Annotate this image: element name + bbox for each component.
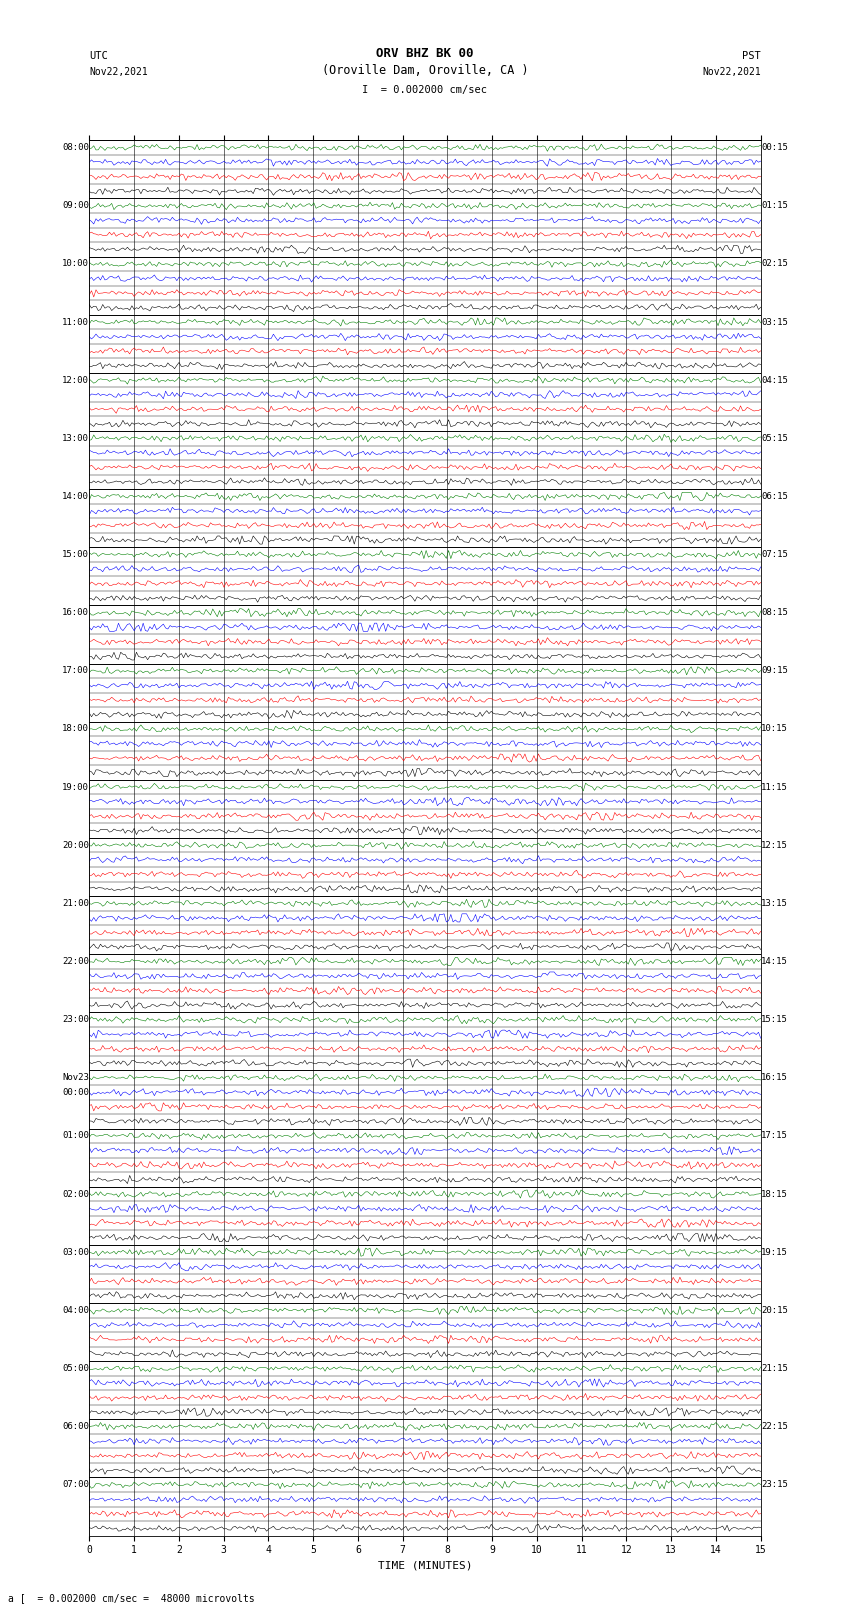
Text: 18:15: 18:15 <box>761 1189 788 1198</box>
Text: 16:15: 16:15 <box>761 1073 788 1082</box>
Text: 15:15: 15:15 <box>761 1015 788 1024</box>
Text: 01:00: 01:00 <box>62 1131 89 1140</box>
Text: 02:00: 02:00 <box>62 1189 89 1198</box>
Text: 11:00: 11:00 <box>62 318 89 326</box>
Text: Nov23: Nov23 <box>62 1073 89 1082</box>
Text: 03:15: 03:15 <box>761 318 788 326</box>
Text: 04:00: 04:00 <box>62 1307 89 1315</box>
Text: 12:15: 12:15 <box>761 840 788 850</box>
Text: 08:15: 08:15 <box>761 608 788 618</box>
Text: 22:00: 22:00 <box>62 957 89 966</box>
Text: 17:00: 17:00 <box>62 666 89 676</box>
Text: 13:15: 13:15 <box>761 898 788 908</box>
Text: 23:15: 23:15 <box>761 1481 788 1489</box>
Text: 13:00: 13:00 <box>62 434 89 444</box>
Text: 04:15: 04:15 <box>761 376 788 384</box>
Text: 09:15: 09:15 <box>761 666 788 676</box>
Text: UTC: UTC <box>89 52 108 61</box>
Text: 15:00: 15:00 <box>62 550 89 560</box>
Text: 05:00: 05:00 <box>62 1365 89 1373</box>
Text: 07:15: 07:15 <box>761 550 788 560</box>
Text: 20:00: 20:00 <box>62 840 89 850</box>
Text: Nov22,2021: Nov22,2021 <box>702 68 761 77</box>
Text: a [  = 0.002000 cm/sec =  48000 microvolts: a [ = 0.002000 cm/sec = 48000 microvolts <box>8 1594 255 1603</box>
Text: 09:00: 09:00 <box>62 202 89 210</box>
Text: 20:15: 20:15 <box>761 1307 788 1315</box>
Text: 06:15: 06:15 <box>761 492 788 502</box>
Text: 02:15: 02:15 <box>761 260 788 268</box>
Text: 08:00: 08:00 <box>62 144 89 152</box>
Text: 07:00: 07:00 <box>62 1481 89 1489</box>
Text: 05:15: 05:15 <box>761 434 788 444</box>
Text: 00:00: 00:00 <box>62 1087 89 1097</box>
Text: 06:00: 06:00 <box>62 1423 89 1431</box>
Text: 14:00: 14:00 <box>62 492 89 502</box>
Text: ORV BHZ BK 00: ORV BHZ BK 00 <box>377 47 473 60</box>
Text: 21:15: 21:15 <box>761 1365 788 1373</box>
Text: 19:15: 19:15 <box>761 1248 788 1257</box>
Text: 00:15: 00:15 <box>761 144 788 152</box>
Text: I  = 0.002000 cm/sec: I = 0.002000 cm/sec <box>362 85 488 95</box>
Text: 16:00: 16:00 <box>62 608 89 618</box>
Text: 19:00: 19:00 <box>62 782 89 792</box>
Text: (Oroville Dam, Oroville, CA ): (Oroville Dam, Oroville, CA ) <box>321 65 529 77</box>
Text: 23:00: 23:00 <box>62 1015 89 1024</box>
Text: 10:15: 10:15 <box>761 724 788 734</box>
X-axis label: TIME (MINUTES): TIME (MINUTES) <box>377 1561 473 1571</box>
Text: 21:00: 21:00 <box>62 898 89 908</box>
Text: 10:00: 10:00 <box>62 260 89 268</box>
Text: PST: PST <box>742 52 761 61</box>
Text: Nov22,2021: Nov22,2021 <box>89 68 148 77</box>
Text: 14:15: 14:15 <box>761 957 788 966</box>
Text: 17:15: 17:15 <box>761 1131 788 1140</box>
Text: 03:00: 03:00 <box>62 1248 89 1257</box>
Text: 22:15: 22:15 <box>761 1423 788 1431</box>
Text: 11:15: 11:15 <box>761 782 788 792</box>
Text: 01:15: 01:15 <box>761 202 788 210</box>
Text: 12:00: 12:00 <box>62 376 89 384</box>
Text: 18:00: 18:00 <box>62 724 89 734</box>
